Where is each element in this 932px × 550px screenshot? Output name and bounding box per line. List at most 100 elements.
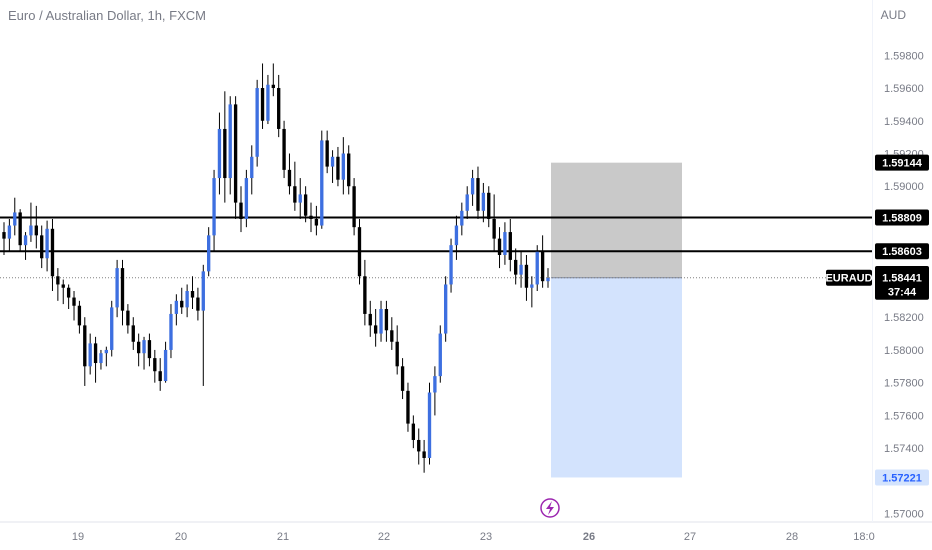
candle <box>131 325 135 342</box>
candle <box>417 439 421 452</box>
y-tick-label: 1.58200 <box>884 312 924 324</box>
candle <box>449 245 453 285</box>
x-tick-label: 18:0 <box>853 531 874 543</box>
candle <box>524 264 529 288</box>
candle <box>314 218 319 226</box>
candle <box>379 309 383 334</box>
symbol-tag-text: EURAUD <box>825 273 872 285</box>
candle <box>341 153 345 180</box>
candle <box>201 271 205 311</box>
candle <box>465 194 469 211</box>
candle <box>271 84 275 89</box>
candle <box>158 371 162 382</box>
countdown-text: 37:44 <box>888 287 917 299</box>
candle <box>320 140 324 226</box>
candle <box>470 178 475 195</box>
x-tick-label: 20 <box>175 531 187 543</box>
candle <box>514 259 518 275</box>
candle <box>497 238 502 255</box>
candle <box>535 251 539 285</box>
candle <box>34 225 38 236</box>
candle <box>395 341 399 367</box>
candle <box>169 313 173 350</box>
candle <box>492 218 496 239</box>
y-tick-label: 1.59600 <box>884 83 924 95</box>
target-price-tag[interactable] <box>875 469 929 486</box>
candle <box>357 227 362 277</box>
candle <box>363 276 367 314</box>
candle <box>250 156 254 179</box>
candle <box>330 156 335 167</box>
candle <box>519 264 523 275</box>
stop-price-tag[interactable] <box>875 154 929 171</box>
candle <box>438 333 442 377</box>
level-price-tag[interactable] <box>875 209 929 226</box>
take-profit-zone[interactable] <box>551 277 682 478</box>
candle <box>29 225 33 236</box>
candle <box>427 392 432 458</box>
candle <box>142 340 146 354</box>
candle <box>110 307 114 350</box>
candle <box>546 277 550 282</box>
candle <box>40 235 44 259</box>
candle <box>454 225 459 246</box>
candle <box>61 284 65 288</box>
candle <box>180 300 184 308</box>
candle <box>13 212 17 226</box>
candle <box>244 178 249 219</box>
y-tick-label: 1.59400 <box>884 116 924 128</box>
candle <box>443 284 448 334</box>
candle <box>325 140 329 167</box>
level-price-tag[interactable] <box>875 243 929 260</box>
candle <box>373 325 378 334</box>
current-price-tag[interactable] <box>875 269 929 300</box>
candle <box>433 376 437 393</box>
level-price-tag-text: 1.58809 <box>882 213 922 225</box>
candle <box>217 128 222 179</box>
candle <box>228 104 232 179</box>
candle <box>352 186 356 228</box>
candle <box>390 330 394 342</box>
candle <box>287 169 292 187</box>
candle <box>255 88 259 157</box>
candle <box>411 423 416 440</box>
candle <box>347 153 351 187</box>
candle <box>400 366 405 391</box>
x-tick-label: 28 <box>786 531 798 543</box>
x-tick-label: 26 <box>583 531 595 543</box>
candle <box>2 232 6 239</box>
candle <box>540 251 545 282</box>
y-tick-label: 1.57800 <box>884 378 924 390</box>
current-price-text: 1.58441 <box>882 273 922 285</box>
candle <box>309 215 313 219</box>
candle <box>120 268 125 311</box>
candle <box>115 268 119 308</box>
x-tick-label: 27 <box>684 531 696 543</box>
target-price-tag-text: 1.57221 <box>882 472 922 484</box>
candle <box>476 178 480 211</box>
candle <box>298 194 302 203</box>
candle <box>83 325 87 367</box>
candle <box>23 235 28 246</box>
y-tick-label: 1.57600 <box>884 410 924 422</box>
currency-label: AUD <box>880 8 906 22</box>
candle <box>56 276 60 285</box>
y-tick-label: 1.59000 <box>884 181 924 193</box>
candle <box>422 451 426 458</box>
candle <box>126 310 130 326</box>
symbol-title: Euro / Australian Dollar, 1h, FXCM <box>8 8 206 23</box>
candle <box>77 305 82 326</box>
candle <box>196 297 200 311</box>
candle <box>45 228 49 259</box>
candle <box>239 202 243 219</box>
candle <box>384 309 389 331</box>
stop-loss-zone[interactable] <box>551 162 682 278</box>
candle <box>487 192 491 219</box>
x-tick-label: 22 <box>378 531 390 543</box>
y-tick-label: 1.57400 <box>884 443 924 455</box>
symbol-tag[interactable] <box>826 269 872 286</box>
stop-price-tag-text: 1.59144 <box>882 158 923 170</box>
candle <box>530 284 534 288</box>
